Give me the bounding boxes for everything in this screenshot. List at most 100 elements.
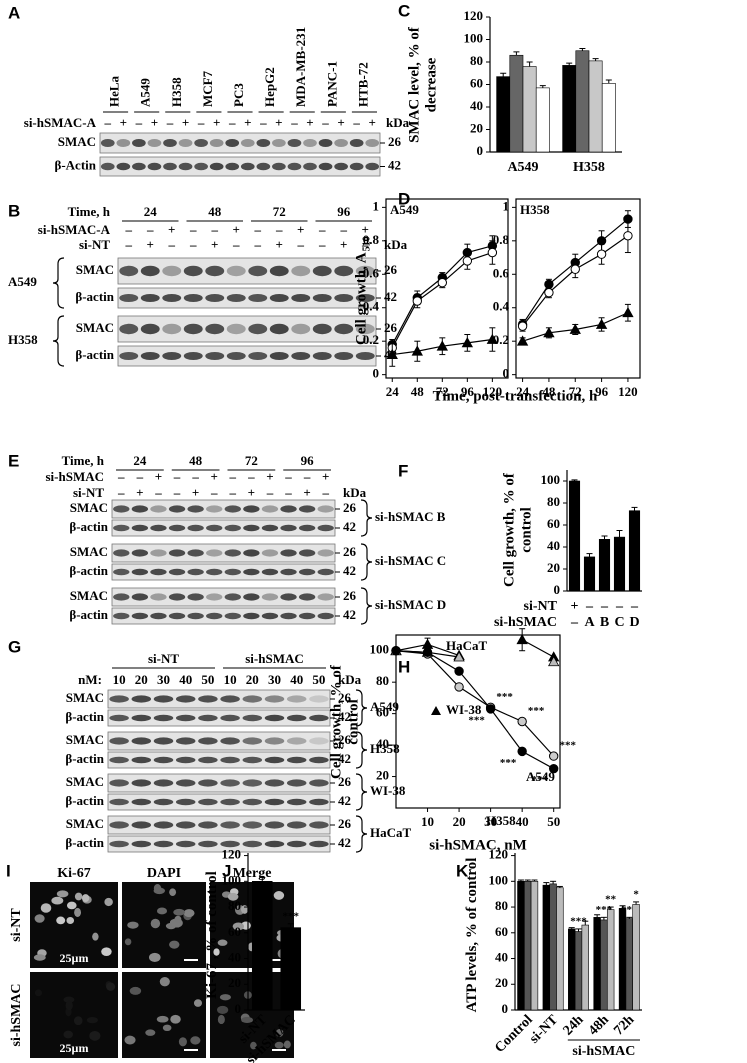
band <box>280 549 297 557</box>
brace <box>355 815 368 853</box>
band <box>131 779 152 787</box>
bar <box>562 65 577 153</box>
table-cell: – <box>585 599 594 614</box>
point <box>386 348 398 359</box>
lane-label: MCF7 <box>200 70 215 107</box>
band <box>248 265 268 277</box>
band <box>198 840 218 848</box>
x-tick-label: 10 <box>421 814 434 829</box>
kda-marker: 26 <box>338 774 352 789</box>
sign: + <box>322 469 329 484</box>
band <box>224 612 241 620</box>
point <box>548 655 560 667</box>
sign: + <box>136 485 143 500</box>
nucleus <box>148 952 161 962</box>
band <box>224 593 241 601</box>
bar <box>535 87 550 153</box>
band <box>220 714 240 722</box>
y-tick-label: 40 <box>228 950 241 965</box>
sign: – <box>136 469 144 484</box>
kda-marker: 42 <box>343 519 356 534</box>
band <box>131 756 152 764</box>
band <box>243 593 260 601</box>
nucleus <box>66 917 75 924</box>
y-tick-label: 20 <box>470 120 483 135</box>
sign: + <box>340 237 347 252</box>
bar <box>251 881 273 1011</box>
band <box>286 737 307 745</box>
panel-label: K <box>456 861 469 880</box>
band <box>264 737 285 745</box>
bar <box>632 904 640 1011</box>
band <box>220 695 240 703</box>
nucleus <box>124 938 132 946</box>
x-tick-label: 50 <box>547 814 560 829</box>
y-tick-label: 80 <box>495 898 508 913</box>
set-label: si-hSMAC D <box>375 597 446 612</box>
band <box>226 265 246 277</box>
bar <box>588 60 603 153</box>
band <box>140 323 160 335</box>
dose-label: 50 <box>312 672 325 687</box>
dose-title: nM: <box>78 672 102 687</box>
sign: + <box>369 115 376 130</box>
lane-label: HeLa <box>107 75 122 107</box>
band <box>242 779 263 787</box>
band <box>242 840 263 848</box>
y-tick-label: 60 <box>228 924 241 939</box>
band <box>312 352 332 360</box>
band <box>205 265 225 277</box>
group-label: si-NT <box>148 651 179 666</box>
band <box>150 549 167 557</box>
panel-label: H <box>398 657 410 676</box>
sign: – <box>318 222 326 237</box>
nucleus <box>275 1028 284 1037</box>
band <box>318 162 333 171</box>
band <box>286 798 307 806</box>
band <box>309 756 329 764</box>
band <box>119 323 139 335</box>
brace <box>360 499 373 537</box>
band <box>131 840 152 848</box>
y-tick-label: 100 <box>370 642 390 657</box>
band <box>162 323 182 335</box>
scale-label: 25µm <box>60 951 89 965</box>
band <box>287 139 302 147</box>
sign: – <box>232 237 240 252</box>
band <box>318 139 333 147</box>
point <box>454 682 464 692</box>
table-cell: A <box>584 615 595 630</box>
y-tick-label: 40 <box>470 98 483 113</box>
band <box>175 714 196 722</box>
band <box>280 524 297 532</box>
nucleus <box>86 1017 98 1024</box>
y-tick-label: 100 <box>222 872 242 887</box>
sign: + <box>120 115 127 130</box>
treatment-label: si-hSMAC-A <box>24 115 97 130</box>
row-label: SMAC <box>66 816 104 831</box>
series-line <box>391 251 493 349</box>
nucleus <box>56 890 69 898</box>
sign: – <box>125 237 133 252</box>
band <box>264 840 285 848</box>
plot-frame <box>395 634 561 809</box>
significance: *** <box>283 910 300 922</box>
y-tick-label: 60 <box>470 75 483 90</box>
band <box>334 139 348 147</box>
band <box>309 714 329 722</box>
group-label: si-hSMAC <box>572 1044 635 1059</box>
y-axis-label: SMAC level, % of decrease <box>406 27 440 143</box>
point <box>454 666 464 676</box>
x-tick-label: 24 <box>386 384 400 399</box>
band <box>349 139 364 147</box>
set-label: si-hSMAC B <box>375 509 446 524</box>
series-label: WI-38 <box>446 702 482 717</box>
significance: *** <box>570 915 587 927</box>
band <box>269 352 289 360</box>
band <box>286 714 307 722</box>
band <box>175 695 196 703</box>
band <box>303 139 317 147</box>
band <box>349 162 364 171</box>
chart-title: H358 <box>520 202 550 217</box>
